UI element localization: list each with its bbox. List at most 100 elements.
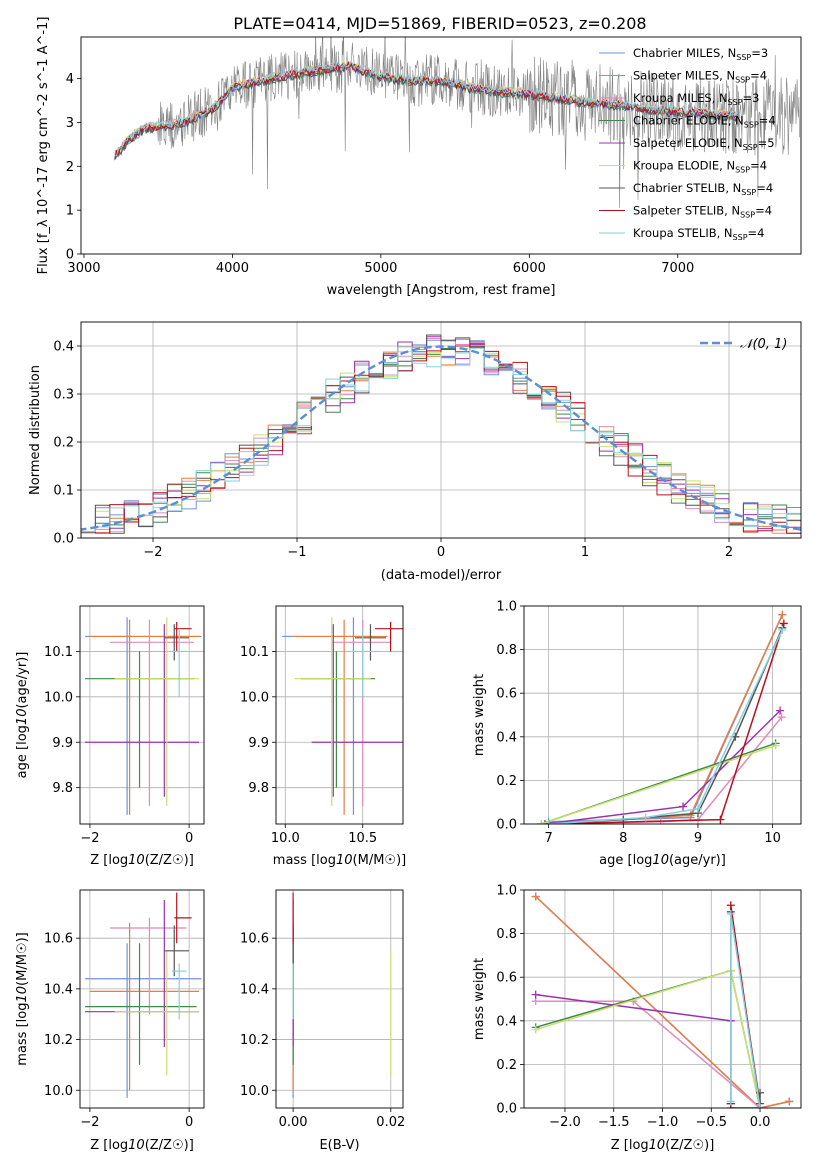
plot-area — [537, 610, 788, 824]
y-tick-label: 10.0 — [240, 690, 269, 705]
y-tick-label: 9.8 — [248, 781, 269, 796]
x-tick-label: 0.00 — [279, 1115, 308, 1130]
y-tick-label: 0.0 — [496, 818, 517, 833]
y-axis-label: age [log10(age/yr)] — [15, 652, 30, 779]
axes-frame — [79, 889, 205, 1109]
x-tick-label: 6000 — [513, 261, 546, 276]
y-tick-label: 10.0 — [240, 1084, 269, 1099]
weight-marker — [776, 706, 785, 715]
y-tick-label: 9.9 — [52, 736, 73, 751]
y-tick-label: 0.2 — [53, 436, 74, 451]
histogram-step — [81, 345, 801, 534]
residual-panel: −2 −1 0 1 2 0.0 0.1 0.2 0.3 0.4 (data-model)/error… — [28, 321, 802, 583]
x-tick-label: −1.0 — [647, 1115, 679, 1130]
y-tick-label: 9.8 — [52, 781, 73, 796]
axes-frame — [275, 605, 404, 825]
weight-marker — [537, 820, 546, 824]
weight-marker — [544, 820, 553, 824]
weight-marker — [726, 901, 735, 910]
legend-label: Kroupa MILES, NSSP=3 — [633, 91, 759, 107]
histogram-step — [81, 346, 801, 533]
axes-frame — [80, 321, 802, 539]
y-tick-label: 10.4 — [44, 982, 73, 997]
y-tick-label: 0.8 — [496, 927, 517, 942]
data-spectrum — [113, 37, 800, 208]
weight-marker — [779, 619, 788, 628]
y-tick-label: 10.4 — [240, 982, 269, 997]
legend-label: Kroupa STELIB, NSSP=4 — [633, 226, 764, 242]
weight-line — [548, 614, 783, 823]
x-axis-label: Z [log10(Z/Z☉)] — [90, 1138, 194, 1153]
legend-label: Chabrier STELIB, NSSP=4 — [633, 181, 773, 197]
y-tick-label: 0.3 — [53, 388, 74, 403]
y-tick-label: 1 — [66, 204, 74, 219]
massweight-vs-age-panel: 7 8 9 10 0.0 0.2 0.4 0.6 0.8 1.0 age [log10(age/yr… — [472, 600, 802, 868]
y-tick-label: 4 — [66, 72, 74, 87]
x-tick-label: −1 — [287, 545, 306, 560]
axes-frame — [523, 889, 802, 1109]
age-vs-metallicity-panel: −2 0 9.8 9.9 10.0 10.1 Z [log10(Z/Z☉)] age [log… — [15, 605, 205, 868]
weight-line — [535, 993, 760, 1108]
spectrum-panel: 3000 4000 5000 6000 7000 0 1 2 3 4 wavelength [Ang… — [36, 17, 802, 298]
x-tick-label: 1 — [581, 545, 589, 560]
plot-area — [292, 892, 392, 1098]
normal-curve — [81, 345, 801, 531]
weight-line — [535, 969, 761, 1108]
plot-area — [531, 892, 794, 1108]
legend-label: 𝒩(0, 1) — [740, 337, 787, 352]
axes-frame — [275, 889, 404, 1109]
legend-label: Salpeter MILES, NSSP=4 — [633, 69, 767, 85]
x-tick-label: 5000 — [364, 261, 397, 276]
y-tick-label: 1.0 — [496, 600, 517, 615]
weight-marker — [686, 811, 695, 820]
y-tick-label: 0.8 — [496, 643, 517, 658]
y-tick-label: 3 — [66, 116, 74, 131]
y-tick-label: 2 — [66, 160, 74, 175]
y-tick-label: 10.2 — [44, 1033, 73, 1048]
y-tick-label: 10.6 — [44, 932, 73, 947]
weight-marker — [531, 892, 540, 901]
x-tick-label: 4000 — [216, 261, 249, 276]
y-axis-label: mass weight — [472, 958, 487, 1040]
x-axis-label: age [log10(age/yr)] — [599, 853, 726, 868]
mass-vs-ebv-panel: 0.00 0.02 10.0 10.2 10.4 10.6 E(B-V) — [240, 889, 405, 1153]
legend-label: Kroupa ELODIE, NSSP=4 — [633, 159, 767, 175]
weight-marker — [726, 1097, 735, 1106]
x-tick-label: 10 — [764, 831, 781, 846]
x-axis-label: (data-model)/error — [381, 568, 502, 583]
y-tick-label: 10.0 — [44, 1084, 73, 1099]
x-tick-label: −2.0 — [549, 1115, 581, 1130]
y-tick-label: 0.4 — [53, 340, 74, 355]
x-tick-label: 0.0 — [750, 1115, 771, 1130]
x-tick-label: 0 — [185, 1115, 193, 1130]
weight-marker — [726, 909, 735, 918]
x-tick-label: −2 — [143, 545, 162, 560]
weight-line — [548, 716, 783, 824]
x-tick-label: 0 — [185, 831, 193, 846]
weight-line — [548, 627, 783, 824]
weight-marker — [716, 815, 725, 824]
plot-area — [84, 617, 202, 815]
y-tick-label: 10.2 — [240, 1033, 269, 1048]
y-tick-label: 0.2 — [496, 1058, 517, 1073]
y-tick-label: 0.2 — [496, 774, 517, 789]
y-tick-label: 0 — [66, 248, 74, 263]
y-axis-label: mass [log10(M/M☉)] — [15, 932, 30, 1065]
plot-area — [113, 37, 800, 208]
weight-line — [730, 913, 761, 1108]
x-tick-label: 0.02 — [376, 1115, 405, 1130]
weight-marker — [785, 1097, 794, 1106]
y-tick-label: 9.9 — [248, 736, 269, 751]
weight-marker — [641, 813, 650, 822]
y-tick-label: 10.0 — [44, 690, 73, 705]
legend-label: Salpeter STELIB, NSSP=4 — [633, 204, 772, 220]
histogram-step — [81, 334, 801, 534]
y-tick-label: 0.4 — [496, 1014, 517, 1029]
axes-frame — [523, 605, 802, 825]
legend: Chabrier MILES, NSSP=3 Salpeter MILES, NS… — [599, 46, 776, 242]
model-spectrum-line — [115, 60, 738, 157]
legend-label: Chabrier ELODIE, NSSP=4 — [633, 114, 776, 130]
weight-line — [548, 623, 785, 824]
x-axis-label: E(B-V) — [319, 1138, 359, 1153]
weight-marker — [778, 625, 787, 634]
